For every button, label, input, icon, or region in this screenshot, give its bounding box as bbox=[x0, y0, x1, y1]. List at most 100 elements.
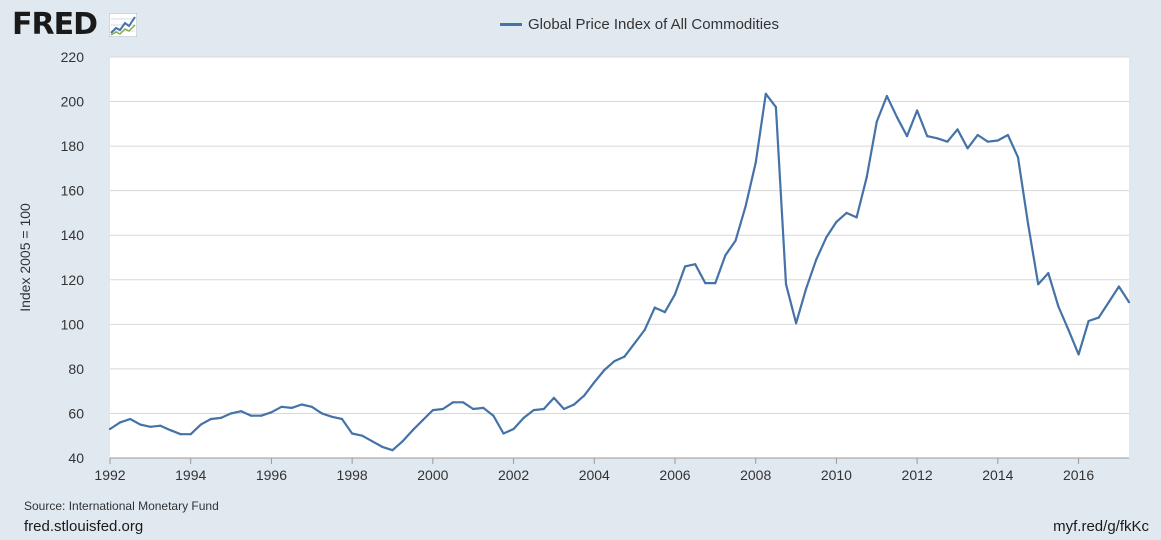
data-point bbox=[139, 423, 142, 426]
data-point bbox=[472, 407, 475, 411]
fred-logo[interactable]: FRED bbox=[12, 8, 98, 42]
data-point bbox=[1117, 285, 1120, 288]
data-point bbox=[905, 135, 909, 138]
data-point bbox=[805, 287, 808, 290]
data-point bbox=[643, 328, 646, 331]
data-point bbox=[562, 407, 566, 411]
data-point bbox=[431, 409, 434, 412]
data-point bbox=[351, 432, 354, 435]
data-point bbox=[129, 417, 132, 421]
data-point bbox=[663, 311, 667, 314]
data-point bbox=[492, 414, 495, 417]
data-point bbox=[1016, 156, 1020, 159]
data-point bbox=[684, 265, 687, 268]
data-point bbox=[330, 415, 334, 418]
data-point bbox=[885, 94, 889, 98]
data-point bbox=[623, 355, 626, 358]
x-tick-label: 1996 bbox=[256, 467, 287, 483]
data-point bbox=[1006, 133, 1010, 137]
short-url-link[interactable]: myf.red/g/fkKc bbox=[1053, 518, 1149, 535]
x-tick-label: 2010 bbox=[821, 467, 852, 483]
data-point bbox=[552, 396, 556, 399]
line-chart-icon bbox=[109, 13, 137, 37]
data-point bbox=[441, 407, 444, 411]
site-link[interactable]: fred.stlouisfed.org bbox=[24, 518, 144, 535]
y-tick-label: 160 bbox=[61, 183, 85, 199]
data-point bbox=[835, 220, 838, 223]
data-point bbox=[694, 263, 697, 266]
x-tick-label: 2008 bbox=[740, 467, 771, 483]
series-line bbox=[109, 92, 1130, 452]
data-point bbox=[1097, 316, 1100, 319]
y-tick-label: 220 bbox=[61, 49, 85, 65]
data-point bbox=[250, 414, 253, 417]
data-point bbox=[159, 424, 162, 427]
data-point bbox=[734, 239, 737, 242]
data-point bbox=[764, 92, 767, 95]
data-point bbox=[502, 432, 505, 435]
data-point bbox=[240, 410, 243, 413]
data-point bbox=[230, 412, 233, 415]
plot-area bbox=[110, 57, 1129, 458]
data-point bbox=[209, 417, 212, 421]
data-point bbox=[320, 412, 323, 415]
x-tick-label: 2000 bbox=[417, 467, 448, 483]
x-tick-label: 2014 bbox=[982, 467, 1013, 483]
data-point bbox=[754, 161, 757, 164]
y-tick-label: 140 bbox=[61, 227, 85, 243]
data-point bbox=[895, 116, 899, 119]
data-point bbox=[411, 429, 414, 432]
data-point bbox=[926, 135, 929, 138]
data-point bbox=[784, 283, 788, 286]
data-point bbox=[583, 394, 586, 397]
x-tick-label: 2012 bbox=[902, 467, 933, 483]
chart-legend[interactable]: Global Price Index of All Commodities bbox=[500, 16, 779, 33]
data-point bbox=[300, 403, 303, 406]
y-tick-label: 200 bbox=[61, 94, 85, 110]
data-point bbox=[633, 342, 636, 345]
data-point bbox=[270, 411, 273, 414]
x-tick-label: 1994 bbox=[175, 467, 206, 483]
y-tick-label: 120 bbox=[61, 272, 85, 288]
data-point bbox=[936, 137, 939, 140]
y-tick-label: 100 bbox=[61, 316, 85, 332]
data-point bbox=[179, 433, 182, 436]
data-point bbox=[855, 216, 858, 219]
x-tick-label: 2002 bbox=[498, 467, 529, 483]
data-point bbox=[542, 407, 545, 411]
data-point bbox=[462, 401, 465, 404]
data-point bbox=[996, 139, 999, 142]
data-point bbox=[653, 306, 656, 309]
data-point bbox=[1087, 319, 1090, 323]
data-point bbox=[260, 414, 263, 417]
y-tick-label: 40 bbox=[68, 450, 84, 466]
data-point bbox=[1067, 328, 1070, 331]
data-point bbox=[795, 322, 798, 325]
data-point bbox=[714, 282, 717, 285]
y-tick-label: 80 bbox=[68, 361, 84, 377]
data-point bbox=[1047, 272, 1050, 275]
data-point bbox=[673, 293, 677, 296]
data-point bbox=[1037, 283, 1040, 286]
x-tick-label: 1998 bbox=[337, 467, 368, 483]
data-point bbox=[613, 360, 616, 363]
data-point bbox=[1057, 305, 1060, 308]
data-point bbox=[451, 401, 455, 404]
data-point bbox=[532, 409, 535, 412]
data-point bbox=[149, 425, 152, 428]
x-tick-label: 1992 bbox=[94, 467, 125, 483]
data-point bbox=[512, 427, 515, 431]
data-point bbox=[573, 403, 576, 406]
data-point bbox=[986, 140, 989, 143]
data-point bbox=[966, 147, 969, 150]
data-point bbox=[1127, 301, 1131, 304]
data-point bbox=[169, 429, 172, 432]
data-point bbox=[280, 405, 283, 408]
x-tick-label: 2004 bbox=[579, 467, 610, 483]
data-point bbox=[845, 211, 848, 214]
legend-series-swatch bbox=[500, 23, 522, 26]
data-point bbox=[381, 445, 384, 448]
data-point bbox=[522, 416, 525, 419]
data-point bbox=[421, 419, 424, 422]
